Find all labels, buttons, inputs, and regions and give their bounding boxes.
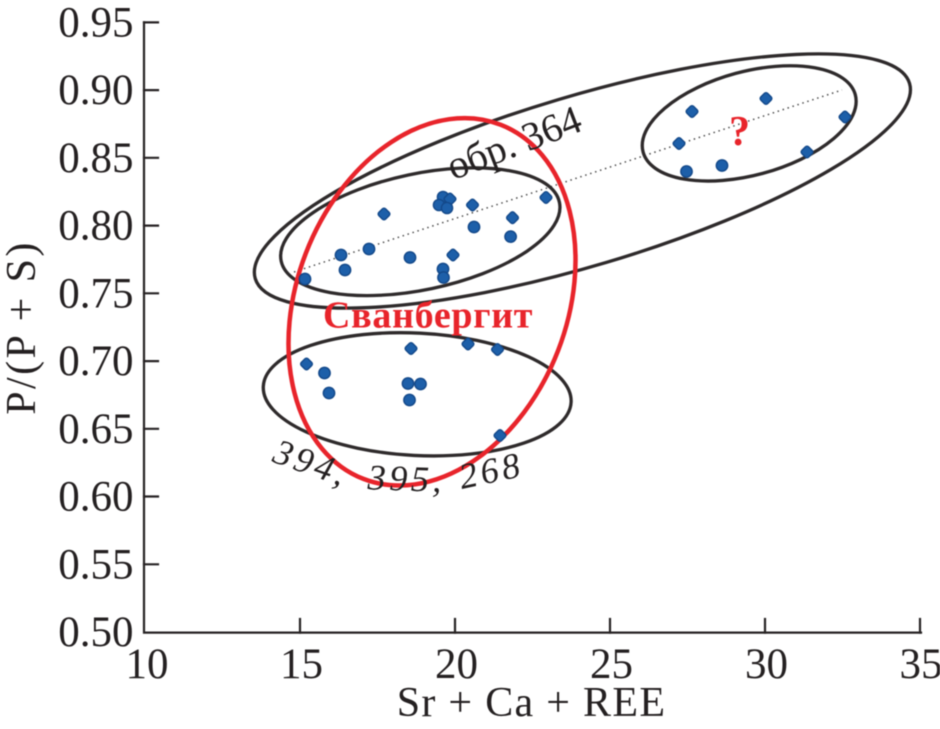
svg-text:0.80: 0.80 (58, 203, 133, 250)
svg-text:P/(P + S): P/(P + S) (0, 240, 45, 414)
svg-text:0.55: 0.55 (58, 541, 133, 588)
svg-text:20: 20 (435, 641, 478, 688)
svg-text:0.65: 0.65 (58, 406, 133, 453)
svg-text:0.60: 0.60 (58, 474, 133, 521)
svg-text:10: 10 (126, 641, 169, 688)
svg-text:0.70: 0.70 (58, 338, 133, 385)
svg-text:?: ? (729, 109, 750, 155)
svg-text:35: 35 (900, 641, 940, 688)
svg-text:0.75: 0.75 (58, 270, 133, 317)
svg-text:0.85: 0.85 (58, 135, 133, 182)
svg-text:0.50: 0.50 (58, 609, 133, 656)
svg-text:Sr + Ca + REE: Sr + Ca + REE (397, 680, 667, 726)
svg-text:Сванбергит: Сванбергит (323, 295, 533, 337)
svg-text:0.95: 0.95 (58, 0, 133, 46)
svg-text:15: 15 (280, 641, 323, 688)
svg-text:25: 25 (590, 641, 633, 688)
svg-text:0.90: 0.90 (58, 67, 133, 114)
svg-text:395,: 395, (366, 457, 446, 500)
svg-text:30: 30 (745, 641, 788, 688)
